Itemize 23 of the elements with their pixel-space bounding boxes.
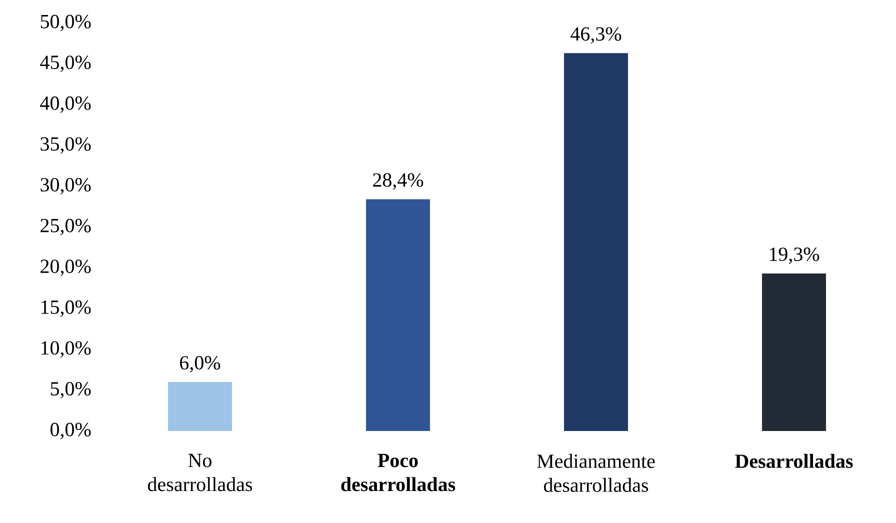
y-tick-label: 30,0%: [40, 178, 91, 194]
x-tick-label: Poco desarrolladas: [341, 454, 456, 492]
y-tick-label: 40,0%: [40, 96, 91, 113]
bar: [168, 382, 232, 431]
bar: [564, 53, 628, 431]
y-tick-label: 20,0%: [40, 260, 91, 276]
y-tick-label: 45,0%: [40, 56, 91, 72]
x-tick-label: Desarrolladas: [735, 454, 853, 468]
bar: [366, 199, 430, 431]
y-tick-label: 15,0%: [42, 300, 91, 317]
data-label: 28,4%: [373, 173, 424, 190]
x-tick-label: No desarrolladas: [148, 454, 252, 492]
data-label: 19,3%: [770, 248, 820, 264]
y-tick-label: 5,0%: [50, 382, 91, 398]
x-tick-label: Medianamente desarrolladas: [537, 454, 655, 492]
y-tick-label: 0,0%: [50, 422, 91, 440]
data-label: 6,0%: [180, 356, 220, 372]
data-label: 46,3%: [570, 27, 622, 44]
y-tick-label: 35,0%: [40, 137, 91, 154]
y-tick-label: 25,0%: [40, 218, 91, 236]
y-tick-label: 10,0%: [42, 341, 91, 358]
bar: [762, 273, 826, 431]
y-tick-label: 50,0%: [40, 14, 91, 32]
